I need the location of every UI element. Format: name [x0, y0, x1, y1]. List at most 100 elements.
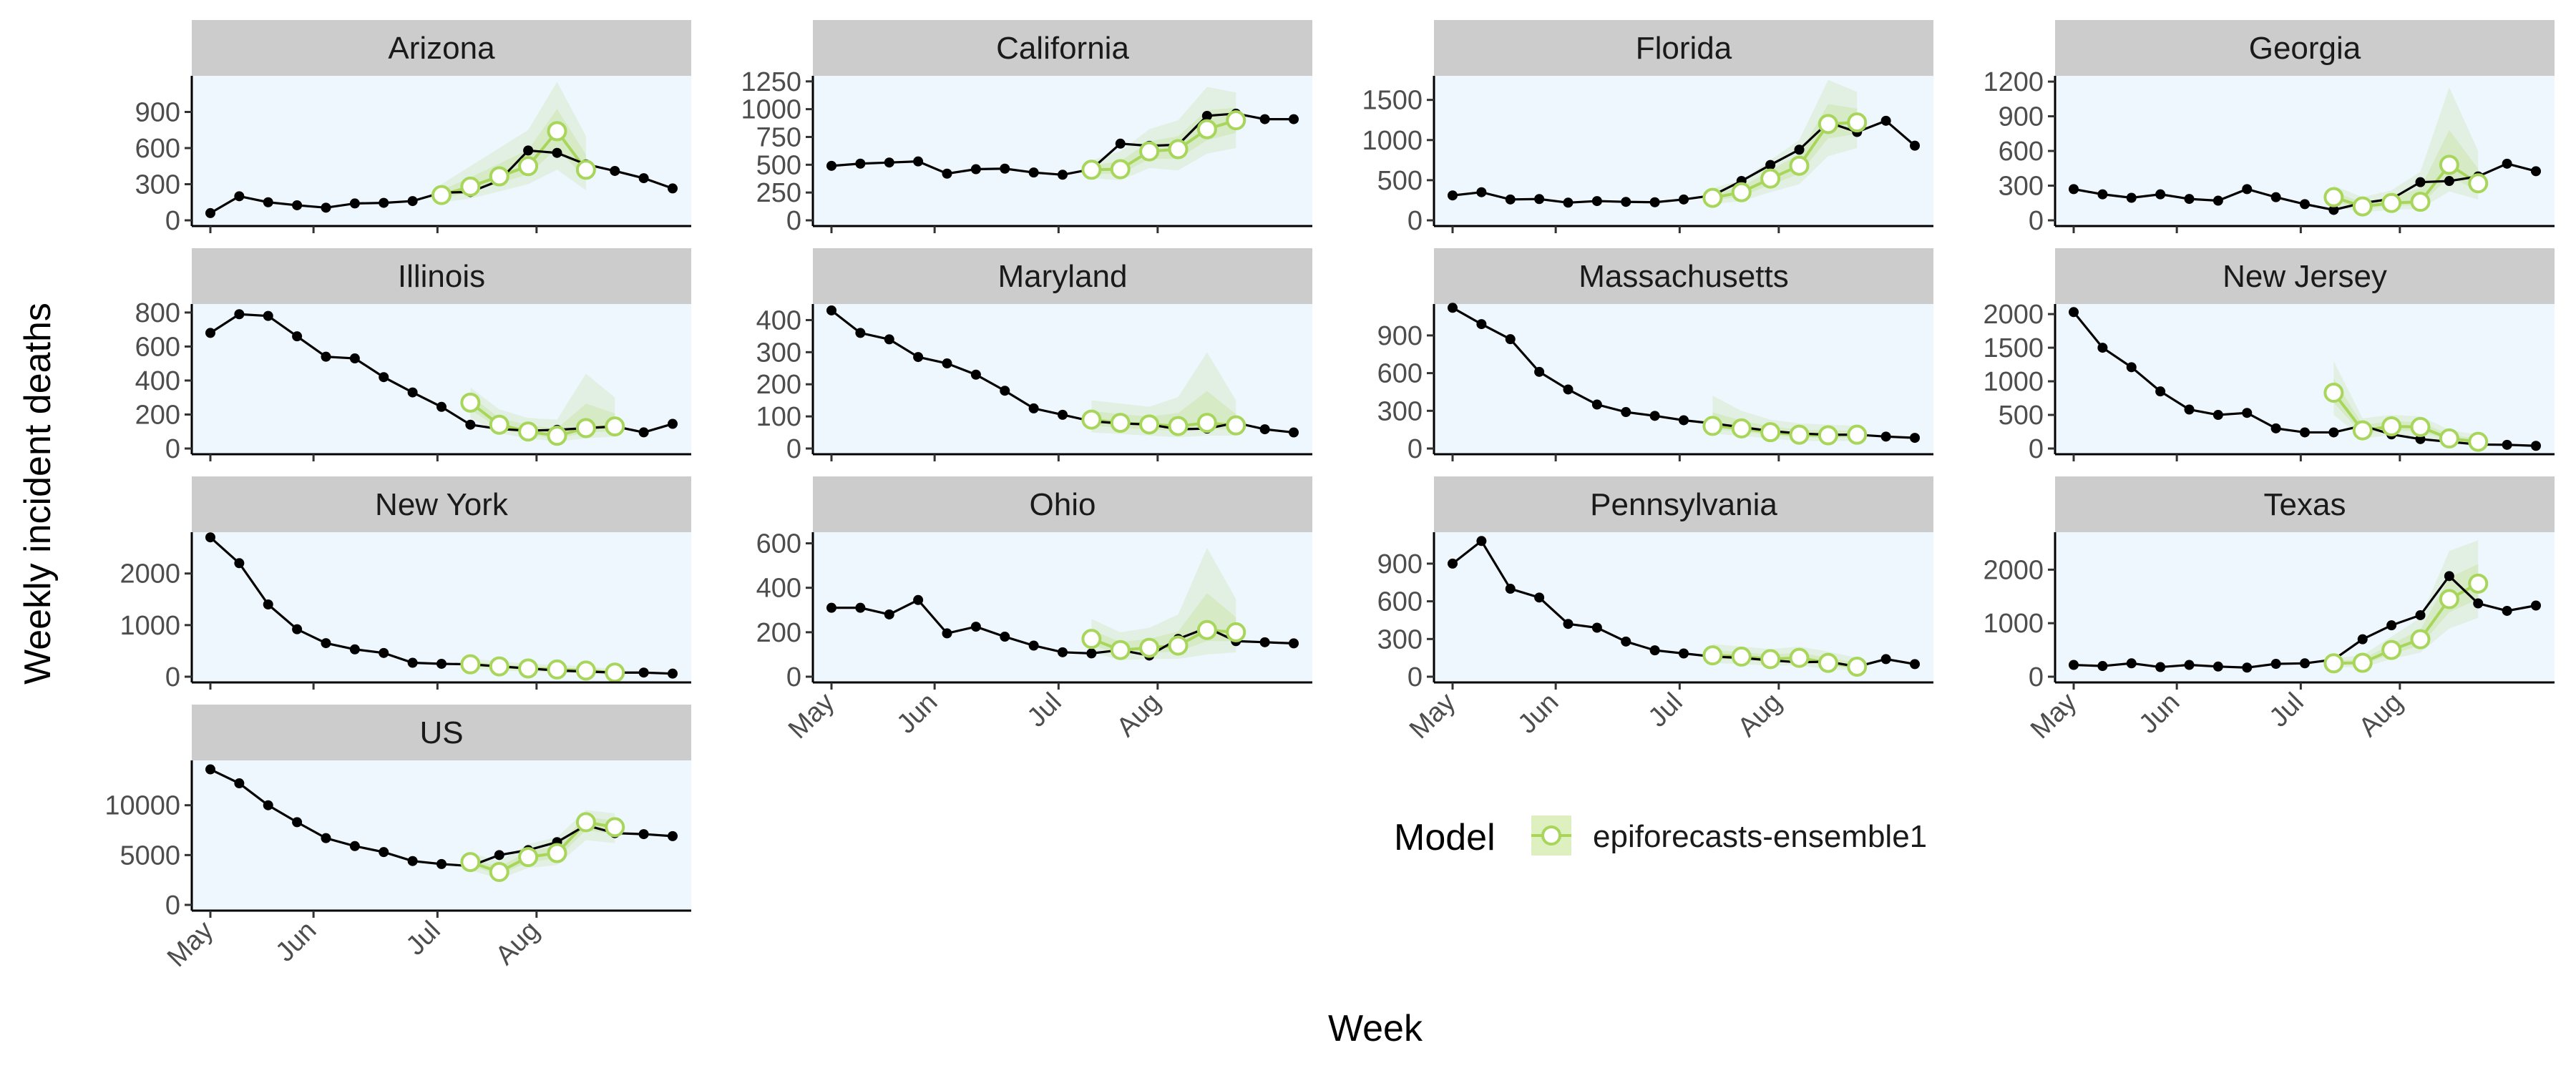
forecast-point-florida [1731, 182, 1752, 202]
forecast-point-georgia [2468, 173, 2489, 194]
y-tick-label-new-york: 0 [165, 662, 180, 692]
observed-point-ohio [826, 602, 836, 613]
y-tick-label-florida: 1000 [1362, 126, 1423, 156]
strip-label-pennsylvania: Pennsylvania [1590, 487, 1777, 522]
forecast-point-ohio [1226, 622, 1246, 642]
observed-point-us [205, 764, 215, 775]
y-tick-label-ohio: 0 [786, 662, 801, 692]
observed-point-california [1201, 110, 1212, 121]
observed-point-pennsylvania [1448, 558, 1458, 569]
observed-point-ohio [1289, 638, 1299, 649]
y-tick-label-new-jersey: 2000 [1983, 300, 2044, 330]
strip-florida [1434, 20, 1933, 76]
observed-point-georgia [2184, 194, 2195, 205]
observed-point-massachusetts [1563, 384, 1574, 395]
observed-point-arizona [321, 202, 331, 213]
y-tick-label-illinois: 800 [135, 298, 180, 328]
observed-point-ohio [942, 628, 952, 639]
y-tick-label-california: 1000 [741, 95, 801, 125]
observed-point-new-york [379, 647, 389, 658]
observed-point-maryland [1259, 424, 1270, 435]
legend-entry-label: epiforecasts-ensemble1 [1593, 819, 1927, 854]
observed-point-illinois [638, 427, 649, 438]
y-tick-label-maryland: 200 [756, 370, 801, 400]
observed-point-us [494, 850, 504, 861]
observed-point-arizona [407, 196, 418, 207]
forecast-point-us [575, 812, 596, 833]
observed-point-ohio [970, 622, 981, 632]
observed-point-illinois [321, 351, 331, 362]
observed-point-texas [2531, 600, 2541, 611]
interval-outer-california [1091, 87, 1236, 181]
observed-point-ohio [884, 609, 894, 619]
plot-area-ohio [813, 532, 1312, 682]
observed-point-arizona [263, 197, 273, 207]
x-tick-label-us: May [162, 916, 219, 973]
observed-point-arizona [234, 191, 245, 202]
strip-label-us: US [419, 715, 463, 750]
forecast-point-pennsylvania [1818, 652, 1838, 673]
y-tick-label-maryland: 400 [756, 305, 801, 335]
observed-point-arizona [379, 197, 389, 208]
observed-point-florida [1765, 160, 1776, 170]
observed-point-texas [2357, 634, 2368, 645]
observed-point-arizona [610, 165, 620, 176]
observed-point-us [668, 831, 678, 841]
forecast-point-us [489, 862, 509, 883]
y-tick-label-illinois: 600 [135, 332, 180, 362]
forecast-point-arizona [431, 185, 452, 205]
x-tick-label-ohio: Jun [891, 687, 943, 740]
observed-point-georgia [2097, 189, 2108, 200]
panel-illinois: Illinois 0 200 400 600 800 [135, 248, 691, 464]
y-tick-label-pennsylvania: 300 [1377, 624, 1423, 655]
interval-outer-florida [1712, 79, 1858, 205]
forecast-point-california [1226, 110, 1246, 131]
observed-point-texas [2502, 605, 2512, 616]
observed-point-arizona [523, 145, 534, 156]
forecast-point-california [1168, 139, 1189, 160]
observed-point-new-jersey [2502, 439, 2512, 450]
observed-point-illinois [205, 328, 215, 338]
strip-us [192, 705, 691, 760]
forecast-point-arizona [518, 156, 539, 177]
forecast-point-illinois [547, 426, 567, 446]
y-tick-label-illinois: 200 [135, 400, 180, 430]
observed-point-arizona [552, 147, 562, 158]
observed-point-florida [1649, 197, 1660, 207]
y-tick-label-arizona: 900 [135, 98, 180, 128]
observed-point-massachusetts [1621, 407, 1631, 418]
observed-point-new-jersey [2184, 404, 2195, 415]
observed-point-new-york [205, 532, 215, 543]
observed-point-new-york [321, 638, 331, 649]
forecast-point-california [1196, 119, 1217, 139]
y-tick-label-california: 500 [756, 150, 801, 180]
y-tick-label-georgia: 600 [1999, 137, 2044, 167]
y-tick-label-georgia: 300 [1999, 172, 2044, 202]
forecast-point-ohio [1081, 629, 1102, 650]
panel-new-york: New York 0 1000 2000 [119, 476, 691, 692]
forecast-point-ohio [1196, 619, 1217, 640]
strip-maryland [813, 248, 1312, 304]
forecast-point-new-jersey [2468, 431, 2489, 452]
y-tick-label-florida: 0 [1407, 206, 1423, 236]
x-tick-label-us: Jul [401, 916, 447, 961]
observed-point-pennsylvania [1880, 654, 1891, 665]
legend-key [1531, 815, 1571, 856]
forecast-point-ohio [1139, 637, 1160, 658]
forecast-point-new-york [460, 654, 481, 675]
y-tick-label-pennsylvania: 0 [1407, 662, 1423, 692]
observed-point-us [349, 841, 360, 851]
forecast-point-georgia [2410, 192, 2431, 212]
forecast-point-texas [2381, 640, 2402, 660]
observed-point-texas [2155, 662, 2166, 672]
forecast-point-illinois [575, 418, 596, 438]
forecast-point-georgia [2352, 196, 2373, 217]
plot-area-california [813, 76, 1312, 226]
y-tick-label-arizona: 0 [165, 206, 180, 236]
observed-point-california [826, 160, 836, 171]
y-tick-label-maryland: 300 [756, 338, 801, 368]
observed-point-california [884, 157, 894, 168]
observed-point-massachusetts [1505, 334, 1516, 345]
observed-point-new-york [234, 558, 245, 569]
